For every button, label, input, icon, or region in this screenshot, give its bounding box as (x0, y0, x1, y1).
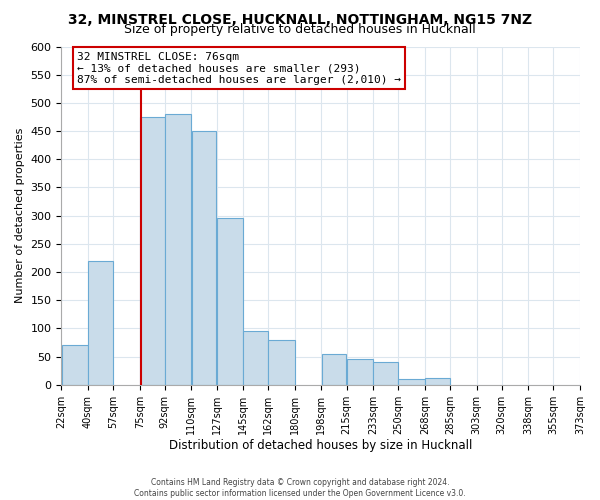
Bar (268, 340, 295, 385)
Bar (322, 354, 346, 385)
Bar (165, 114, 191, 385)
Text: Contains HM Land Registry data © Crown copyright and database right 2024.
Contai: Contains HM Land Registry data © Crown c… (134, 478, 466, 498)
Bar (347, 360, 373, 385)
Bar (88, 261, 113, 385)
Bar (425, 378, 450, 385)
Bar (191, 131, 217, 385)
Bar (398, 379, 425, 385)
Bar (62, 346, 88, 385)
Y-axis label: Number of detached properties: Number of detached properties (15, 128, 25, 304)
Bar (217, 218, 243, 385)
Text: 32, MINSTREL CLOSE, HUCKNALL, NOTTINGHAM, NG15 7NZ: 32, MINSTREL CLOSE, HUCKNALL, NOTTINGHAM… (68, 12, 532, 26)
Bar (373, 362, 398, 385)
Bar (140, 117, 164, 385)
Text: Size of property relative to detached houses in Hucknall: Size of property relative to detached ho… (124, 22, 476, 36)
Bar (244, 332, 268, 385)
Text: 32 MINSTREL CLOSE: 76sqm
← 13% of detached houses are smaller (293)
87% of semi-: 32 MINSTREL CLOSE: 76sqm ← 13% of detach… (77, 52, 401, 85)
X-axis label: Distribution of detached houses by size in Hucknall: Distribution of detached houses by size … (169, 440, 472, 452)
